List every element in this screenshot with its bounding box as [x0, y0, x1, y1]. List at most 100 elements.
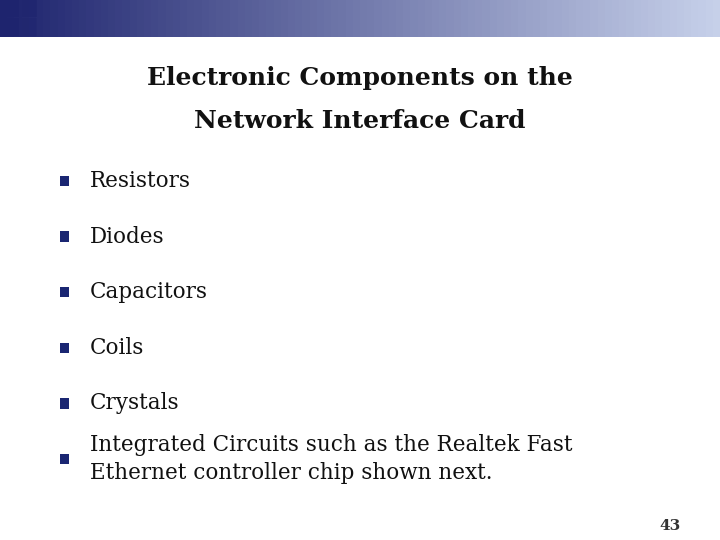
Bar [60, 176, 69, 186]
Bar [281, 0, 289, 37]
Text: Network Interface Card: Network Interface Card [194, 110, 526, 133]
Bar [619, 0, 628, 37]
Bar [691, 0, 700, 37]
Bar [22, 0, 37, 17]
Bar [266, 0, 275, 37]
Bar [569, 0, 577, 37]
Bar [713, 0, 720, 37]
Bar [583, 0, 592, 37]
Bar [60, 231, 69, 241]
Bar [4, 0, 19, 17]
Bar [605, 0, 613, 37]
Bar [504, 0, 513, 37]
Bar [662, 0, 671, 37]
Bar [288, 0, 297, 37]
Bar [706, 0, 714, 37]
Text: Electronic Components on the: Electronic Components on the [147, 66, 573, 90]
Bar [353, 0, 361, 37]
Bar [187, 0, 196, 37]
Bar [230, 0, 239, 37]
Bar [346, 0, 354, 37]
Bar [122, 0, 131, 37]
Bar [598, 0, 606, 37]
Text: Integrated Circuits such as the Realtek Fast
Ethernet controller chip shown next: Integrated Circuits such as the Realtek … [90, 434, 572, 484]
Bar [626, 0, 635, 37]
Bar [511, 0, 520, 37]
Bar [151, 0, 160, 37]
Bar [166, 0, 174, 37]
Text: Resistors: Resistors [90, 170, 191, 192]
Bar [670, 0, 678, 37]
Bar [468, 0, 477, 37]
Bar [389, 0, 397, 37]
Bar [302, 0, 311, 37]
Bar [209, 0, 217, 37]
Bar [475, 0, 484, 37]
Bar [86, 0, 95, 37]
Bar [432, 0, 441, 37]
Bar [497, 0, 505, 37]
Bar [648, 0, 657, 37]
Bar [367, 0, 376, 37]
Bar [518, 0, 527, 37]
Bar [540, 0, 549, 37]
Bar [60, 454, 69, 464]
Bar [202, 0, 210, 37]
Bar [641, 0, 649, 37]
Bar [410, 0, 419, 37]
Bar [403, 0, 412, 37]
Bar [439, 0, 448, 37]
Bar [79, 0, 88, 37]
Bar [0, 0, 9, 37]
Text: Crystals: Crystals [90, 393, 179, 414]
Bar [223, 0, 232, 37]
Bar [446, 0, 455, 37]
Bar [461, 0, 469, 37]
Text: Coils: Coils [90, 337, 145, 359]
Bar [7, 0, 16, 37]
Bar [317, 0, 325, 37]
Bar [101, 0, 109, 37]
Bar [533, 0, 541, 37]
Bar [65, 0, 73, 37]
Bar [562, 0, 570, 37]
Bar [360, 0, 369, 37]
Bar [180, 0, 189, 37]
Bar [72, 0, 81, 37]
Bar [677, 0, 685, 37]
Bar [252, 0, 261, 37]
Bar [612, 0, 621, 37]
Bar [698, 0, 707, 37]
Bar [331, 0, 340, 37]
Text: Capacitors: Capacitors [90, 281, 208, 303]
Bar [576, 0, 585, 37]
Bar [374, 0, 383, 37]
Bar [274, 0, 282, 37]
Bar [295, 0, 304, 37]
Bar [526, 0, 534, 37]
Bar [396, 0, 405, 37]
Bar [245, 0, 253, 37]
Bar [382, 0, 390, 37]
Bar [58, 0, 66, 37]
Bar [259, 0, 268, 37]
Bar [60, 398, 69, 408]
Bar [590, 0, 599, 37]
Bar [454, 0, 462, 37]
Bar [130, 0, 138, 37]
Bar [22, 0, 30, 37]
Bar [194, 0, 203, 37]
Bar [547, 0, 556, 37]
Bar [425, 0, 433, 37]
Bar [22, 18, 37, 36]
Bar [60, 342, 69, 353]
Text: Diodes: Diodes [90, 226, 165, 247]
Bar [684, 0, 693, 37]
Bar [482, 0, 491, 37]
Bar [60, 287, 69, 297]
Bar [108, 0, 117, 37]
Bar [14, 0, 23, 37]
Bar [238, 0, 246, 37]
Bar [554, 0, 563, 37]
Bar [137, 0, 145, 37]
